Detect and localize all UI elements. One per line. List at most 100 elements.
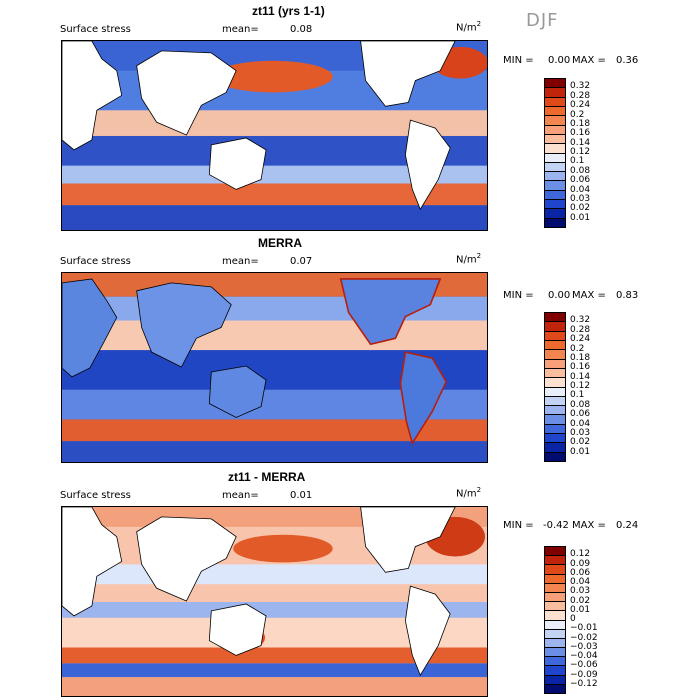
colorbar-tick-label: 0.04 (570, 184, 591, 195)
colorbar-tick-label: 0.03 (570, 427, 591, 438)
colorbar-swatch (545, 172, 565, 182)
colorbar-swatch (545, 144, 565, 154)
panel-2-map-svg (62, 273, 487, 462)
panel-2-max-label: MAX = (572, 290, 606, 301)
panel-3-min-label: MIN = (503, 520, 534, 531)
panel-1-min-label: MIN = (503, 55, 534, 66)
panel-1-map (61, 40, 488, 231)
colorbar-swatch (545, 350, 565, 360)
colorbar-tick-label: −0.01 (570, 623, 598, 634)
colorbar-tick-label: −0.03 (570, 641, 598, 652)
colorbar-tick-label: 0.2 (570, 109, 585, 120)
panel-2-field: Surface stress (60, 256, 131, 267)
colorbar-swatch (545, 322, 565, 332)
panel-1-max-value: 0.36 (616, 55, 639, 66)
panel-2-mean-label: mean= (222, 256, 259, 267)
panel-2-colorbar (544, 312, 566, 462)
colorbar-swatch (545, 396, 565, 407)
colorbar-tick-label: −0.02 (570, 632, 598, 643)
colorbar-tick-label: 0.12 (570, 381, 591, 391)
panel-2-colorbar-ticks: 0.32 0.28 0.24 0.2 0.18 0.16 0.14 0.12 0.1 0.08 0.… (570, 312, 610, 462)
colorbar-swatch (545, 153, 565, 163)
colorbar-tick-label: −0.09 (570, 669, 598, 680)
panel-3-map-svg (62, 507, 487, 696)
panel-1-min-value: 0.00 (548, 55, 571, 66)
colorbar-tick-label: 0.09 (570, 558, 591, 569)
colorbar-swatch (545, 602, 565, 612)
panel-3-colorbar-ticks: 0.12 0.09 0.06 0.04 0.03 0.02 0.01 0 −0.01 −0.02−… (570, 546, 610, 694)
colorbar-swatch (545, 638, 565, 649)
colorbar-swatch (545, 125, 565, 135)
colorbar-swatch (545, 452, 565, 461)
colorbar-swatch (545, 565, 565, 575)
panel-1-colorbar-ticks: 0.32 0.28 0.24 0.2 0.18 0.16 0.14 0.12 0.1 0.08 0.… (570, 78, 610, 228)
panel-2-min-label: MIN = (503, 290, 534, 301)
colorbar-tick-label: 0.01 (570, 446, 591, 457)
colorbar-tick-label: 0.08 (570, 165, 591, 176)
panel-2-unit: N/m2 (456, 252, 482, 266)
colorbar-tick-label: 0.16 (570, 362, 591, 373)
colorbar-swatch (545, 331, 565, 341)
colorbar-tick-label: 0.12 (570, 549, 591, 560)
colorbar-swatch (545, 424, 565, 435)
colorbar-swatch (545, 313, 565, 323)
colorbar-swatch (545, 209, 565, 219)
colorbar-swatch (545, 657, 565, 667)
panel-3-field: Surface stress (60, 490, 131, 501)
panel-2-title: MERRA (258, 236, 302, 250)
panel-3-max-label: MAX = (572, 520, 606, 531)
colorbar-tick-label: 0.1 (570, 156, 585, 167)
colorbar-swatch (545, 434, 565, 444)
panel-2-map (61, 272, 488, 463)
colorbar-tick-label: 0.04 (570, 577, 591, 587)
colorbar-swatch (545, 675, 565, 685)
panel-3-map (61, 506, 488, 697)
colorbar-tick-label: 0.12 (570, 147, 591, 157)
colorbar-swatch (545, 97, 565, 107)
colorbar-tick-label: 0.32 (570, 315, 591, 326)
panel-3-mean-label: mean= (222, 490, 259, 501)
colorbar-tick-label: 0.08 (570, 399, 591, 410)
colorbar-swatch (545, 79, 565, 89)
colorbar-swatch (545, 583, 565, 593)
colorbar-tick-label: 0.28 (570, 90, 591, 101)
colorbar-tick-label: 0.06 (570, 567, 591, 578)
colorbar-tick-label: 0.01 (570, 212, 591, 223)
panel-3-title: zt11 - MERRA (228, 470, 306, 484)
season-label: DJF (526, 10, 559, 31)
colorbar-swatch (545, 684, 565, 693)
colorbar-swatch (545, 666, 565, 676)
colorbar-tick-label: 0.18 (570, 352, 591, 363)
colorbar-tick-label: 0.16 (570, 128, 591, 139)
colorbar-swatch (545, 378, 565, 388)
colorbar-tick-label: 0.14 (570, 137, 591, 148)
colorbar-tick-label: −0.06 (570, 660, 598, 671)
panel-3-colorbar (544, 546, 566, 694)
colorbar-swatch (545, 648, 565, 658)
panel-1-colorbar (544, 78, 566, 228)
colorbar-swatch (545, 88, 565, 98)
panel-2-min-value: 0.00 (548, 290, 571, 301)
colorbar-swatch (545, 556, 565, 566)
colorbar-tick-label: 0.28 (570, 324, 591, 335)
panel-3-min-value: -0.42 (543, 520, 569, 531)
colorbar-tick-label: 0 (570, 614, 576, 624)
colorbar-tick-label: 0.04 (570, 418, 591, 429)
colorbar-swatch (545, 620, 565, 630)
colorbar-tick-label: −0.12 (570, 678, 598, 689)
panel-1-unit: N/m2 (456, 20, 482, 34)
colorbar-tick-label: 0.1 (570, 390, 585, 401)
colorbar-swatch (545, 387, 565, 397)
colorbar-swatch (545, 368, 565, 379)
colorbar-tick-label: −0.04 (570, 651, 598, 661)
colorbar-tick-label: 0.32 (570, 81, 591, 92)
colorbar-tick-label: 0.14 (570, 371, 591, 382)
colorbar-swatch (545, 162, 565, 173)
colorbar-swatch (545, 415, 565, 425)
colorbar-swatch (545, 116, 565, 126)
colorbar-swatch (545, 443, 565, 453)
colorbar-swatch (545, 629, 565, 639)
colorbar-swatch (545, 134, 565, 145)
colorbar-swatch (545, 340, 565, 351)
colorbar-tick-label: 0.01 (570, 604, 591, 615)
